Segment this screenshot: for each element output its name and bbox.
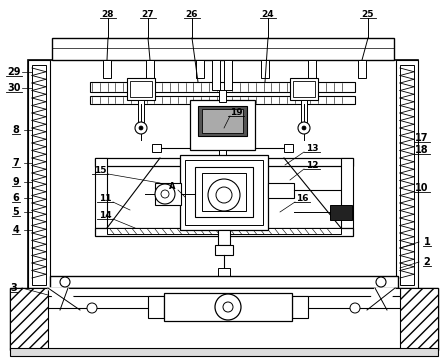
Text: A: A <box>169 181 175 190</box>
Bar <box>103 60 111 78</box>
Bar <box>50 276 398 288</box>
Text: 25: 25 <box>362 9 374 18</box>
Bar <box>198 106 247 136</box>
Bar <box>10 288 438 350</box>
Circle shape <box>223 302 233 312</box>
Bar <box>28 60 50 290</box>
Bar <box>290 78 318 100</box>
Text: 16: 16 <box>296 194 308 202</box>
Bar <box>218 268 230 276</box>
Bar <box>155 183 181 205</box>
Text: 27: 27 <box>142 9 154 18</box>
Text: 8: 8 <box>12 125 19 135</box>
Text: 17: 17 <box>415 133 429 143</box>
Polygon shape <box>107 158 222 228</box>
Bar <box>202 173 246 211</box>
Bar <box>127 78 155 100</box>
Bar <box>185 160 263 225</box>
Bar <box>195 167 253 217</box>
Text: 11: 11 <box>99 194 111 202</box>
Bar <box>308 60 316 78</box>
Circle shape <box>139 126 143 130</box>
Circle shape <box>215 294 241 320</box>
Bar <box>152 144 161 152</box>
Circle shape <box>161 190 169 198</box>
Text: 1: 1 <box>424 237 431 247</box>
Bar <box>292 296 308 318</box>
Circle shape <box>155 184 175 204</box>
Bar <box>164 293 292 321</box>
Text: 15: 15 <box>94 166 106 175</box>
Bar <box>400 288 438 350</box>
Bar <box>90 82 355 92</box>
Bar <box>330 205 352 220</box>
Text: 10: 10 <box>415 183 429 193</box>
Bar <box>130 81 152 97</box>
Bar <box>146 60 154 78</box>
Bar <box>341 158 353 228</box>
Bar <box>268 183 294 198</box>
Bar <box>95 228 353 236</box>
Circle shape <box>216 187 232 203</box>
Bar <box>224 60 232 90</box>
Text: 18: 18 <box>415 145 429 155</box>
Bar <box>10 348 438 356</box>
Bar <box>400 65 414 285</box>
Circle shape <box>298 122 310 134</box>
Bar <box>261 60 269 78</box>
Text: 6: 6 <box>12 193 19 203</box>
Circle shape <box>60 277 70 287</box>
Circle shape <box>208 179 240 211</box>
Text: 9: 9 <box>12 177 19 187</box>
Bar <box>196 60 204 78</box>
Polygon shape <box>367 288 395 310</box>
Bar <box>293 81 315 97</box>
Circle shape <box>135 122 147 134</box>
Bar <box>52 38 394 60</box>
Bar <box>284 144 293 152</box>
Bar <box>396 60 418 290</box>
Bar <box>32 65 46 285</box>
Text: 14: 14 <box>99 211 111 220</box>
Bar <box>358 60 366 78</box>
Bar <box>219 150 226 158</box>
Bar <box>190 100 255 150</box>
Text: 26: 26 <box>186 9 198 18</box>
Bar <box>148 296 164 318</box>
Text: 2: 2 <box>424 257 431 267</box>
Bar <box>219 90 226 102</box>
Text: 3: 3 <box>11 283 17 293</box>
Bar <box>202 109 243 133</box>
Bar <box>301 100 307 122</box>
Bar <box>224 60 232 78</box>
Bar <box>95 158 353 166</box>
Text: 12: 12 <box>306 161 318 170</box>
Text: 28: 28 <box>102 9 114 18</box>
Text: 7: 7 <box>12 158 19 168</box>
Polygon shape <box>48 288 80 310</box>
Circle shape <box>350 303 360 313</box>
Text: 5: 5 <box>12 207 19 217</box>
Bar <box>90 96 355 104</box>
Bar <box>95 158 107 228</box>
Bar <box>28 60 418 290</box>
Bar <box>180 155 268 230</box>
Text: 30: 30 <box>7 83 21 93</box>
Circle shape <box>87 303 97 313</box>
Bar <box>138 100 144 122</box>
Text: 29: 29 <box>7 67 21 77</box>
Text: 19: 19 <box>229 108 242 117</box>
Bar <box>212 60 220 90</box>
Bar <box>107 228 341 234</box>
Bar <box>10 288 48 350</box>
Text: 4: 4 <box>12 225 19 235</box>
Bar <box>218 230 230 245</box>
Circle shape <box>376 277 386 287</box>
Bar <box>48 288 400 296</box>
Bar <box>215 245 233 255</box>
Text: 24: 24 <box>262 9 274 18</box>
Circle shape <box>302 126 306 130</box>
Text: 13: 13 <box>306 144 318 153</box>
